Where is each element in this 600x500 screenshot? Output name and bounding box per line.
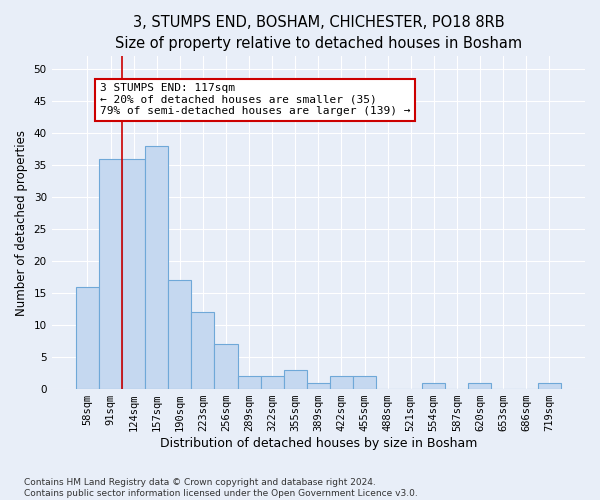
Bar [353,376,376,389]
Text: Contains HM Land Registry data © Crown copyright and database right 2024.
Contai: Contains HM Land Registry data © Crown c… [24,478,418,498]
Bar [99,158,122,389]
X-axis label: Distribution of detached houses by size in Bosham: Distribution of detached houses by size … [160,437,477,450]
Bar [422,382,445,389]
Bar [538,382,561,389]
Bar [168,280,191,389]
Bar [284,370,307,389]
Bar [238,376,260,389]
Title: 3, STUMPS END, BOSHAM, CHICHESTER, PO18 8RB
Size of property relative to detache: 3, STUMPS END, BOSHAM, CHICHESTER, PO18 … [115,15,522,51]
Text: 3 STUMPS END: 117sqm
← 20% of detached houses are smaller (35)
79% of semi-detac: 3 STUMPS END: 117sqm ← 20% of detached h… [100,83,410,116]
Bar [214,344,238,389]
Bar [260,376,284,389]
Bar [145,146,168,389]
Bar [122,158,145,389]
Bar [469,382,491,389]
Bar [191,312,214,389]
Bar [307,382,330,389]
Bar [330,376,353,389]
Bar [76,286,99,389]
Y-axis label: Number of detached properties: Number of detached properties [15,130,28,316]
